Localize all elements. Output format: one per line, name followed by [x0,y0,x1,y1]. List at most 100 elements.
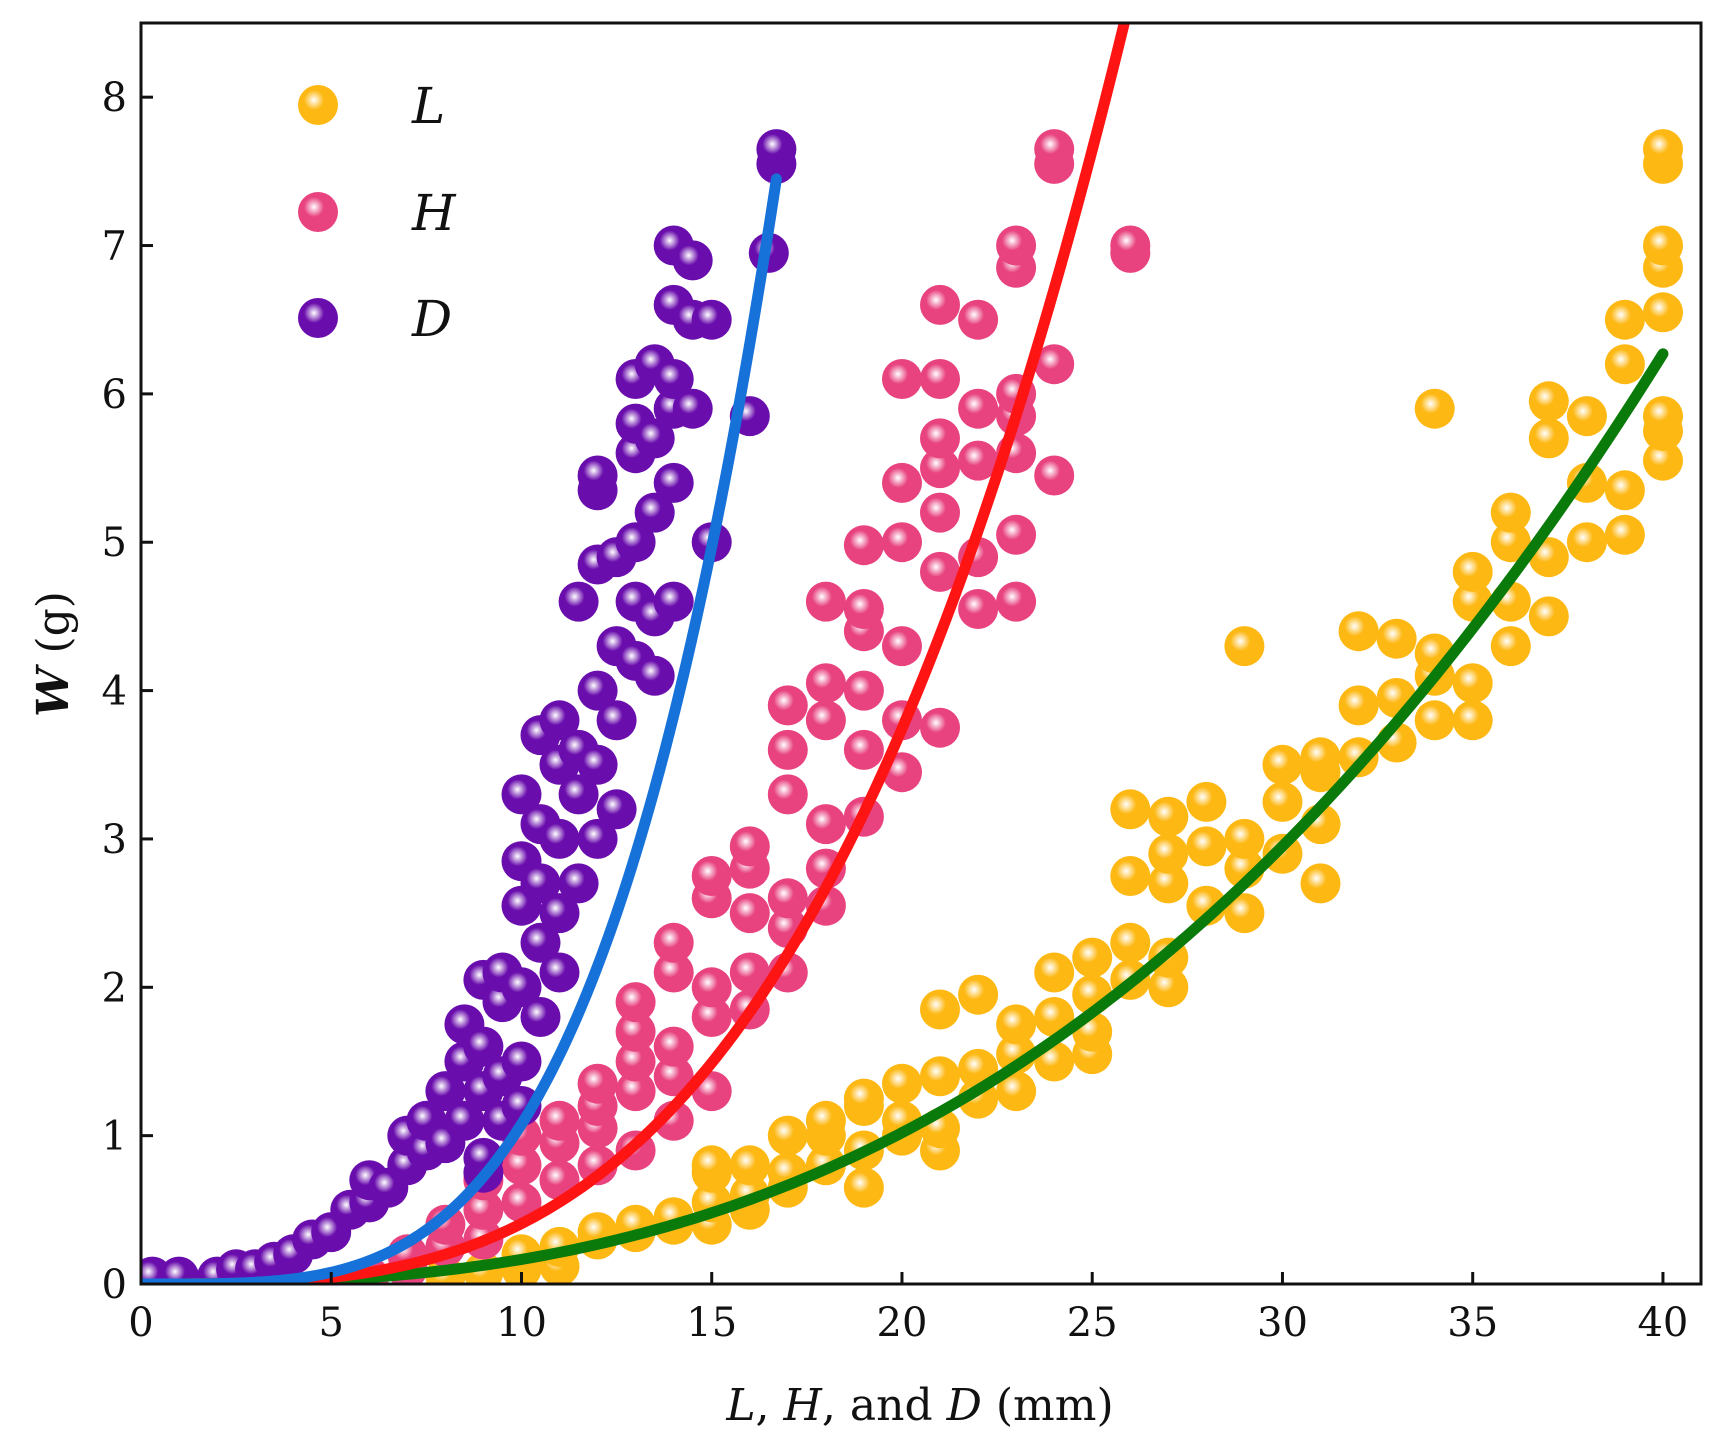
point-H-14 [577,1145,618,1186]
point-H-41 [767,774,808,815]
point-D-52 [577,744,618,785]
x-tick-label: 20 [877,1300,928,1346]
point-H-30 [691,967,732,1008]
point-D-82-highlight [697,304,718,325]
point-L-58-highlight [1192,890,1213,911]
point-D-71-highlight [640,349,661,370]
x-tick-label: 25 [1067,1300,1118,1346]
point-D-23-highlight [469,1142,490,1163]
point-H-68-highlight [926,289,946,310]
point-H-81-highlight [1040,460,1061,481]
point-L-39-highlight [1002,1076,1023,1097]
axis-label-part: L [725,1380,755,1431]
point-D-1 [159,1256,199,1284]
point-H-8-highlight [507,1187,528,1208]
point-D-37 [520,997,561,1037]
point-H-51-highlight [849,734,870,755]
point-D-35-highlight [507,846,528,867]
point-H-84 [1034,129,1075,170]
point-L-39 [996,1071,1037,1112]
x-axis-label: L, H, and D (mm) [725,1380,1113,1431]
point-D-46-highlight [545,705,566,726]
legend-marker-D [298,298,338,338]
point-H-48 [805,663,846,704]
point-D-49-highlight [564,734,585,755]
point-D-58-highlight [602,705,623,726]
point-L-47-highlight [1078,979,1099,1000]
point-D-78-highlight [678,393,699,414]
point-D-40-highlight [526,809,547,830]
point-L-30-highlight [888,1105,908,1126]
axis-label-part: H [783,1380,824,1431]
point-L-68-highlight [1306,868,1327,889]
point-D-73 [653,462,694,503]
point-D-86-highlight [762,134,783,155]
point-L-86-highlight [1496,631,1517,652]
point-L-74 [1338,611,1379,652]
point-L-85-highlight [1458,556,1479,577]
point-L-35-highlight [926,994,946,1015]
point-L-73 [1338,685,1379,726]
y-tick-label: 7 [102,224,127,270]
point-L-101 [1643,440,1683,481]
point-H-32-highlight [697,861,718,881]
point-L-56-highlight [1154,838,1175,859]
point-H-35-highlight [735,898,756,919]
point-H-62-highlight [926,712,946,733]
x-axis: 0 5 10 15 20 25 30 35 40 [128,1272,1688,1346]
point-H-62 [920,707,960,748]
point-H-51 [843,729,884,770]
point-L-103-highlight [1649,401,1669,422]
point-D-75 [653,359,694,399]
point-L-24 [805,1100,846,1141]
point-D-62-highlight [621,586,642,607]
point-D-50 [558,581,599,622]
point-L-80-highlight [1420,638,1441,659]
point-D-47 [558,863,599,904]
point-L-88 [1490,522,1531,563]
point-D-25 [463,1026,504,1067]
point-D-52-highlight [583,749,604,770]
point-L-97 [1604,514,1645,555]
x-tick-label: 40 [1637,1300,1688,1346]
point-H-59 [882,522,922,563]
y-tick-label: 1 [102,1114,127,1160]
point-D-32 [501,1041,542,1082]
legend-item-D: D [298,290,452,348]
point-D-38-highlight [526,927,547,948]
point-H-73 [958,299,999,340]
point-H-71-highlight [964,445,985,466]
point-L-71-highlight [1306,742,1327,763]
point-D-75-highlight [659,364,680,384]
point-D-70-highlight [640,423,661,444]
point-D-21-highlight [450,1009,471,1030]
point-L-60-highlight [1192,786,1213,807]
point-D-53 [577,670,618,711]
point-L-86 [1490,626,1531,667]
x-tick-label: 15 [686,1300,737,1346]
point-L-98-highlight [1610,475,1631,496]
point-D-1-highlight [165,1261,185,1282]
point-L-51-highlight [1116,861,1137,881]
point-L-90-highlight [1534,601,1555,622]
y-axis-label: W (g) [28,591,79,717]
point-D-48 [558,774,599,815]
point-H-86-highlight [1116,230,1137,251]
point-L-103 [1643,396,1683,437]
legend-item-L: L [298,77,445,135]
point-L-43-highlight [1040,1002,1061,1022]
x-tick-label: 10 [496,1300,547,1346]
point-L-48-highlight [1078,942,1099,963]
point-D-34-highlight [507,890,528,911]
point-H-74-highlight [1002,586,1023,607]
point-L-28-highlight [849,1083,870,1104]
point-D-43 [539,893,580,934]
point-L-18-highlight [735,1150,756,1171]
point-H-82-highlight [1040,349,1061,370]
point-L-93 [1528,381,1569,422]
point-H-60 [882,462,922,503]
point-L-104 [1643,292,1683,333]
point-D-18-highlight [431,1076,452,1097]
point-L-61-highlight [1230,898,1251,919]
